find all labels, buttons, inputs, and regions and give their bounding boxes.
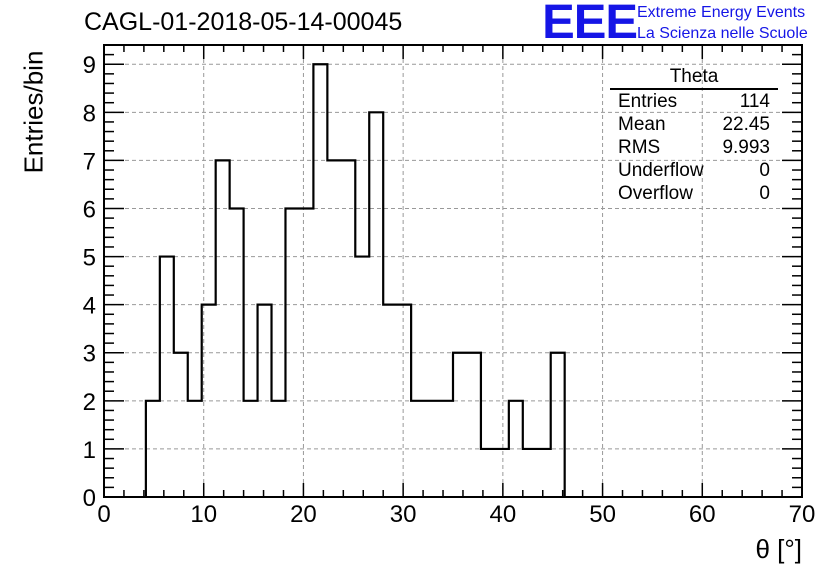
stats-value: 0 (759, 183, 770, 204)
histogram-bin (146, 401, 160, 497)
stats-value: 22.45 (722, 114, 770, 135)
stats-label: Mean (618, 114, 666, 135)
histogram-bin (551, 353, 565, 497)
histogram-bin (272, 401, 286, 497)
y-tick-label: 5 (83, 245, 96, 272)
x-tick-label: 0 (97, 501, 110, 528)
stats-value: 114 (739, 91, 770, 112)
stats-value: 0 (759, 160, 770, 181)
histogram-bin (383, 305, 411, 497)
histogram-bin (285, 208, 313, 497)
x-tick-label: 30 (390, 501, 417, 528)
x-axis-label: θ [°] (755, 534, 802, 564)
histogram-bin (174, 353, 188, 497)
logo-line-2: La Scienza nelle Scuole (637, 25, 808, 42)
histogram-bin (355, 257, 369, 497)
histogram-bin (509, 401, 523, 497)
histogram-bin (481, 449, 509, 497)
histogram-bin (313, 64, 327, 497)
stats-row-overflow: Overflow 0 (610, 182, 778, 205)
plot-frame (103, 44, 803, 498)
histogram-series (144, 63, 566, 497)
histogram-bin (327, 160, 355, 497)
x-tick-label: 70 (789, 501, 816, 528)
histogram-bin (188, 401, 202, 497)
stats-label: Entries (618, 91, 678, 112)
y-tick-label: 0 (83, 485, 96, 512)
y-tick-label: 8 (83, 100, 96, 127)
y-tick-label: 4 (83, 293, 96, 320)
y-tick-label: 6 (83, 196, 96, 223)
y-tick-label: 3 (83, 341, 96, 368)
histogram-bin (411, 401, 453, 497)
y-tick-label: 9 (83, 52, 96, 79)
chart-title: CAGL-01-2018-05-14-00045 (84, 8, 403, 36)
histogram-bin (453, 353, 481, 497)
stats-row-rms: RMS 9.993 (610, 136, 778, 159)
stats-box: Theta Entries 114 Mean 22.45 RMS 9.993 U… (610, 66, 778, 205)
y-tick-label: 1 (83, 437, 96, 464)
histogram-bin (160, 257, 174, 497)
stats-label: Underflow (618, 160, 704, 181)
stats-title: Theta (610, 66, 778, 90)
x-tick-label: 10 (190, 501, 217, 528)
stats-row-mean: Mean 22.45 (610, 113, 778, 136)
y-axis-label: Entries/bin (18, 50, 49, 174)
x-tick-label: 60 (689, 501, 716, 528)
stats-row-underflow: Underflow 0 (610, 159, 778, 182)
stats-row-entries: Entries 114 (610, 90, 778, 113)
y-tick-label: 7 (83, 148, 96, 175)
histogram-bin (369, 112, 383, 497)
histogram-bin (258, 305, 272, 497)
y-tick-label: 2 (83, 389, 96, 416)
logo-line-1: Extreme Energy Events (637, 4, 806, 21)
stats-label: Overflow (618, 183, 693, 204)
stats-label: RMS (618, 137, 661, 158)
stats-value: 9.993 (722, 137, 770, 158)
x-tick-label: 20 (290, 501, 317, 528)
histogram-bin (202, 305, 216, 497)
histogram-bin (523, 449, 551, 497)
histogram-bin (216, 160, 230, 497)
eee-logo: EEE (542, 0, 638, 49)
histogram-bin (230, 208, 244, 497)
x-tick-label: 40 (490, 501, 517, 528)
histogram-bin (244, 401, 258, 497)
x-tick-label: 50 (589, 501, 616, 528)
